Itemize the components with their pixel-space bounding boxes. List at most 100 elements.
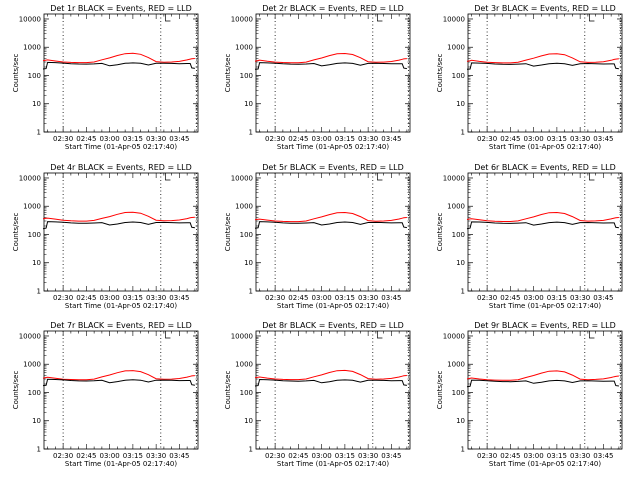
y-tick-label: 1 bbox=[37, 446, 41, 454]
plot-frame bbox=[467, 172, 623, 292]
series-lld-line bbox=[42, 370, 195, 381]
plot-frame bbox=[467, 330, 623, 450]
y-axis-label: Counts/sec bbox=[436, 371, 444, 410]
panel-title: Det 8r BLACK = Events, RED = LLD bbox=[262, 321, 404, 330]
y-tick-label: 100 bbox=[240, 389, 253, 397]
x-tick-label: 02:45 bbox=[76, 452, 96, 460]
series-events-line bbox=[254, 221, 407, 229]
x-tick-label: 03:45 bbox=[169, 135, 189, 143]
x-tick-label: 03:45 bbox=[593, 294, 613, 302]
y-tick-label: 1000 bbox=[235, 203, 253, 211]
x-axis-label: Start Time (01-Apr-05 02:17:40) bbox=[489, 302, 601, 310]
y-tick-label: 100 bbox=[240, 72, 253, 80]
x-tick-label: 03:30 bbox=[358, 135, 378, 143]
x-tick-label: 02:30 bbox=[53, 452, 73, 460]
x-axis-label: Start Time (01-Apr-05 02:17:40) bbox=[65, 460, 177, 468]
series-events-line bbox=[42, 61, 195, 70]
series-events-line bbox=[42, 378, 195, 387]
y-tick-label: 10 bbox=[32, 100, 41, 108]
x-tick-label: 02:45 bbox=[500, 135, 520, 143]
y-tick-label: 1 bbox=[37, 288, 41, 296]
state-marker bbox=[165, 173, 171, 181]
y-tick-label: 100 bbox=[28, 389, 41, 397]
panel-det-2: Det 2r BLACK = Events, RED = LLD 1 10 100 10… bbox=[224, 4, 411, 151]
series-events-line bbox=[466, 62, 619, 70]
x-tick-label: 02:45 bbox=[288, 294, 308, 302]
y-axis-label: Counts/sec bbox=[12, 213, 20, 252]
x-tick-label: 03:30 bbox=[146, 135, 166, 143]
x-tick-label: 03:45 bbox=[381, 294, 401, 302]
x-tick-label: 03:15 bbox=[335, 294, 355, 302]
x-tick-label: 03:15 bbox=[123, 452, 143, 460]
x-tick-label: 02:30 bbox=[477, 135, 497, 143]
x-tick-label: 03:30 bbox=[146, 452, 166, 460]
y-axis-label: Counts/sec bbox=[224, 213, 232, 252]
y-tick-label: 1000 bbox=[235, 361, 253, 369]
x-tick-label: 03:15 bbox=[335, 452, 355, 460]
y-axis-label: Counts/sec bbox=[224, 54, 232, 93]
x-tick-label: 03:15 bbox=[335, 135, 355, 143]
x-axis-label: Start Time (01-Apr-05 02:17:40) bbox=[65, 143, 177, 151]
series-lld-line bbox=[42, 52, 195, 64]
y-tick-label: 100 bbox=[28, 72, 41, 80]
x-tick-label: 03:45 bbox=[381, 135, 401, 143]
panel-det-8: Det 8r BLACK = Events, RED = LLD 1 10 100 10… bbox=[224, 321, 411, 468]
plot-frame bbox=[467, 13, 623, 133]
panel-title: Det 7r BLACK = Events, RED = LLD bbox=[50, 321, 192, 330]
y-axis-label: Counts/sec bbox=[436, 54, 444, 93]
state-marker bbox=[589, 331, 595, 339]
x-tick-label: 02:30 bbox=[477, 294, 497, 302]
y-tick-label: 10000 bbox=[19, 332, 41, 340]
y-tick-label: 1 bbox=[461, 446, 465, 454]
y-tick-label: 1 bbox=[249, 288, 253, 296]
series-lld-line bbox=[466, 53, 619, 64]
x-tick-label: 02:45 bbox=[288, 135, 308, 143]
x-tick-label: 03:00 bbox=[312, 135, 332, 143]
y-tick-label: 10000 bbox=[443, 332, 465, 340]
panel-det-7: Det 7r BLACK = Events, RED = LLD 1 10 100 10… bbox=[12, 321, 199, 468]
panel-title: Det 9r BLACK = Events, RED = LLD bbox=[474, 321, 616, 330]
series-lld-line bbox=[466, 211, 619, 222]
x-tick-label: 03:00 bbox=[100, 135, 120, 143]
x-tick-label: 03:45 bbox=[169, 294, 189, 302]
y-tick-label: 10 bbox=[456, 417, 465, 425]
y-tick-label: 10000 bbox=[19, 15, 41, 23]
x-tick-label: 03:15 bbox=[547, 135, 567, 143]
panel-title: Det 4r BLACK = Events, RED = LLD bbox=[50, 163, 192, 172]
y-tick-label: 1000 bbox=[23, 203, 41, 211]
y-tick-label: 10 bbox=[244, 417, 253, 425]
y-tick-label: 1 bbox=[249, 129, 253, 137]
panel-det-6: Det 6r BLACK = Events, RED = LLD 1 10 100 10… bbox=[436, 163, 623, 310]
state-marker bbox=[165, 14, 171, 22]
y-tick-label: 10 bbox=[244, 100, 253, 108]
x-tick-label: 03:30 bbox=[358, 452, 378, 460]
x-tick-label: 03:45 bbox=[169, 452, 189, 460]
y-tick-label: 10000 bbox=[443, 174, 465, 182]
x-tick-label: 03:30 bbox=[358, 294, 378, 302]
y-tick-label: 100 bbox=[240, 231, 253, 239]
x-tick-label: 02:30 bbox=[53, 135, 73, 143]
x-tick-label: 03:00 bbox=[100, 452, 120, 460]
y-tick-label: 10 bbox=[32, 417, 41, 425]
plot-frame bbox=[255, 13, 411, 133]
y-tick-label: 10 bbox=[32, 259, 41, 267]
panel-title: Det 2r BLACK = Events, RED = LLD bbox=[262, 4, 404, 13]
x-axis-label: Start Time (01-Apr-05 02:17:40) bbox=[277, 302, 389, 310]
plot-frame bbox=[43, 172, 199, 292]
y-axis-label: Counts/sec bbox=[12, 371, 20, 410]
x-tick-label: 03:00 bbox=[100, 294, 120, 302]
x-tick-label: 03:15 bbox=[547, 294, 567, 302]
y-tick-label: 100 bbox=[452, 72, 465, 80]
series-events-line bbox=[42, 221, 195, 230]
x-tick-label: 02:30 bbox=[265, 294, 285, 302]
plot-frame bbox=[255, 330, 411, 450]
x-tick-label: 02:45 bbox=[76, 294, 96, 302]
y-tick-label: 1000 bbox=[235, 44, 253, 52]
y-tick-label: 1 bbox=[37, 129, 41, 137]
series-events-line bbox=[466, 221, 619, 230]
y-tick-label: 10000 bbox=[231, 332, 253, 340]
x-tick-label: 02:45 bbox=[76, 135, 96, 143]
panel-det-5: Det 5r BLACK = Events, RED = LLD 1 10 100 10… bbox=[224, 163, 411, 310]
x-tick-label: 03:45 bbox=[381, 452, 401, 460]
series-events-line bbox=[254, 378, 407, 387]
